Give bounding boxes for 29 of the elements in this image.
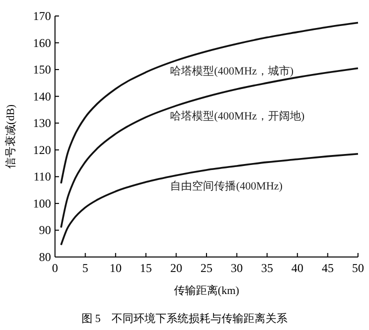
x-tick-label: 35 xyxy=(261,261,274,275)
text: 图 5 不同环境下系统损耗与传输距离关系 xyxy=(81,312,288,325)
x-tick-label: 5 xyxy=(82,261,88,275)
x-tick-label: 30 xyxy=(230,261,243,275)
line-series xyxy=(60,67,359,228)
x-tick-label: 15 xyxy=(140,261,152,275)
x-tick-label: 25 xyxy=(200,261,212,275)
y-tick-label: 150 xyxy=(33,62,51,77)
line-series xyxy=(60,153,359,246)
y-tick-label: 130 xyxy=(33,116,51,130)
series-label: 哈塔模型(400MHz，开阔地) xyxy=(170,110,305,123)
x-tick-label: 45 xyxy=(322,261,334,275)
y-tick-label: 90 xyxy=(39,223,51,238)
series-label: 自由空间传播(400MHz) xyxy=(170,179,283,192)
y-tick-label: 120 xyxy=(33,142,51,157)
x-tick-label: 10 xyxy=(110,261,122,275)
y-tick-label: 80 xyxy=(39,250,51,264)
y-tick-label: 140 xyxy=(33,89,51,104)
series-label: 哈塔模型(400MHz，城市) xyxy=(170,64,294,78)
x-tick-label: 50 xyxy=(352,261,364,275)
y-tick-label: 110 xyxy=(33,170,51,184)
y-tick-label: 160 xyxy=(33,36,51,50)
y-tick-label: 100 xyxy=(33,196,51,210)
x-axis-title: 传输距离(km) xyxy=(174,284,240,297)
x-tick-label: 0 xyxy=(52,261,58,275)
y-axis-title: 信号衰减(dB) xyxy=(4,104,17,169)
x-tick-label: 40 xyxy=(291,261,304,275)
x-tick-label: 20 xyxy=(170,261,182,275)
y-tick-label: 170 xyxy=(33,9,51,23)
